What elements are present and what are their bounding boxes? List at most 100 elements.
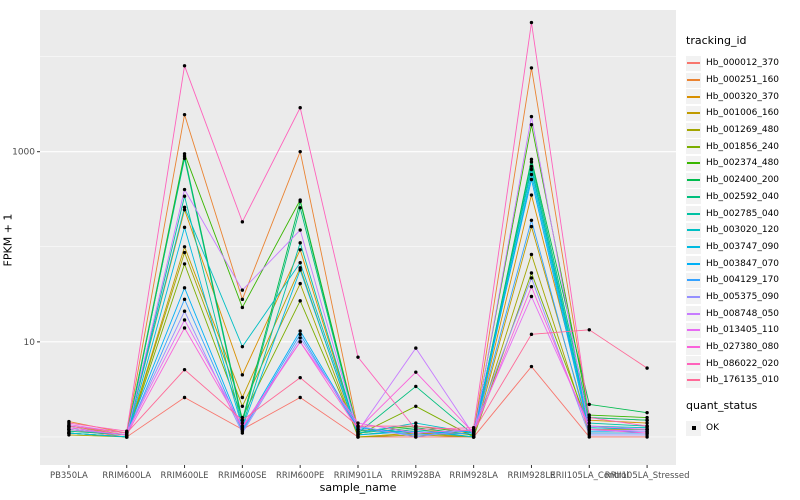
data-point — [529, 224, 534, 229]
x-tick-label: RRIM600PE — [276, 471, 324, 481]
data-point — [645, 431, 649, 435]
y-tick-label: 10 — [24, 338, 36, 348]
x-axis-title: sample_name — [319, 481, 397, 494]
data-point — [529, 66, 534, 70]
data-point — [240, 344, 245, 349]
legend-label: Hb_005375_090 — [706, 291, 780, 302]
legend-key — [686, 272, 701, 288]
data-point — [298, 281, 302, 286]
data-point — [298, 329, 302, 333]
legend-item: Hb_027380_080 — [686, 339, 798, 356]
data-point — [240, 404, 245, 409]
series-color-line-icon — [687, 229, 700, 232]
legend-title-tracking-id: tracking_id — [686, 34, 747, 47]
data-point — [529, 294, 534, 299]
data-point — [298, 241, 302, 245]
legend-item: Hb_001856_240 — [686, 138, 798, 155]
data-point — [182, 395, 187, 400]
legend-key — [686, 139, 701, 155]
data-point — [298, 336, 302, 340]
data-point — [587, 402, 591, 407]
data-point — [529, 20, 534, 25]
data-point — [298, 228, 302, 232]
legend-key — [686, 206, 701, 222]
data-point — [182, 205, 187, 210]
data-point — [587, 413, 591, 417]
data-point — [240, 418, 245, 422]
data-point — [182, 245, 187, 249]
data-point — [298, 332, 302, 337]
legend-label: Hb_001006_160 — [706, 108, 780, 119]
data-point — [182, 194, 187, 198]
data-point — [298, 149, 302, 154]
quant-status-item: OK — [686, 420, 798, 437]
data-point — [529, 157, 534, 162]
series-color-line-icon — [687, 295, 700, 298]
legend-label: Hb_003020_120 — [706, 225, 780, 236]
legend-key — [686, 155, 701, 171]
legend-item: Hb_176135_010 — [686, 372, 798, 389]
data-point — [356, 421, 360, 425]
legend-item: Hb_002400_200 — [686, 172, 798, 189]
legend-item: Hb_001269_480 — [686, 122, 798, 139]
legend-label: Hb_027380_080 — [706, 342, 780, 353]
series-color-line-icon — [687, 112, 700, 115]
series-color-line-icon — [687, 379, 700, 382]
data-point — [529, 252, 534, 257]
legend-item: Hb_008748_050 — [686, 305, 798, 322]
legend-key — [686, 189, 701, 205]
data-point — [645, 366, 649, 370]
legend-key — [686, 89, 701, 105]
data-point — [587, 427, 591, 432]
data-point — [182, 156, 187, 161]
legend-item: Hb_002374_480 — [686, 155, 798, 172]
legend-label: Hb_003747_090 — [706, 241, 780, 252]
data-point — [529, 167, 534, 172]
legend-key — [686, 256, 701, 272]
data-point — [182, 225, 187, 230]
data-point — [529, 271, 534, 275]
legend-label: Hb_001269_480 — [706, 125, 780, 136]
series-color-line-icon — [687, 195, 700, 198]
data-point — [529, 332, 534, 337]
legend-title-quant-status: quant_status — [686, 398, 758, 412]
data-point — [298, 199, 302, 204]
series-color-line-icon — [687, 262, 700, 265]
legend-label: Hb_000012_370 — [706, 58, 780, 69]
data-point — [356, 355, 360, 359]
series-color-line-icon — [687, 62, 700, 65]
legend-label: Hb_000251_160 — [706, 75, 780, 86]
legend-item: Hb_002592_040 — [686, 189, 798, 206]
data-point — [414, 427, 418, 432]
data-point — [182, 112, 187, 117]
data-point — [529, 172, 534, 177]
x-tick-label: RRIM928BA — [391, 471, 441, 481]
data-point — [182, 286, 187, 290]
y-axis-title: FPKM + 1 — [1, 213, 15, 267]
data-point — [529, 177, 534, 182]
x-tick-label: RRII105LA_Control — [550, 471, 629, 481]
data-point — [182, 262, 187, 266]
data-point — [414, 421, 418, 425]
legend-item: Hb_001006_160 — [686, 105, 798, 122]
series-color-line-icon — [687, 95, 700, 98]
legend-label: Hb_003847_070 — [706, 258, 780, 269]
legend-key — [686, 322, 701, 338]
series-color-line-icon — [687, 179, 700, 182]
data-point — [240, 373, 245, 377]
x-tick-label: RRIM600LE — [161, 471, 209, 481]
data-point — [182, 326, 187, 330]
data-point — [182, 367, 187, 372]
data-point — [587, 421, 591, 425]
data-point — [240, 297, 245, 302]
data-point — [414, 435, 418, 439]
data-point — [414, 404, 418, 409]
legend-item: Hb_004129_170 — [686, 272, 798, 289]
data-point — [471, 429, 476, 433]
data-point — [182, 297, 187, 302]
data-point — [240, 426, 245, 430]
data-point — [298, 206, 302, 210]
data-point — [529, 123, 534, 127]
data-point — [529, 193, 534, 197]
data-point — [414, 384, 418, 389]
